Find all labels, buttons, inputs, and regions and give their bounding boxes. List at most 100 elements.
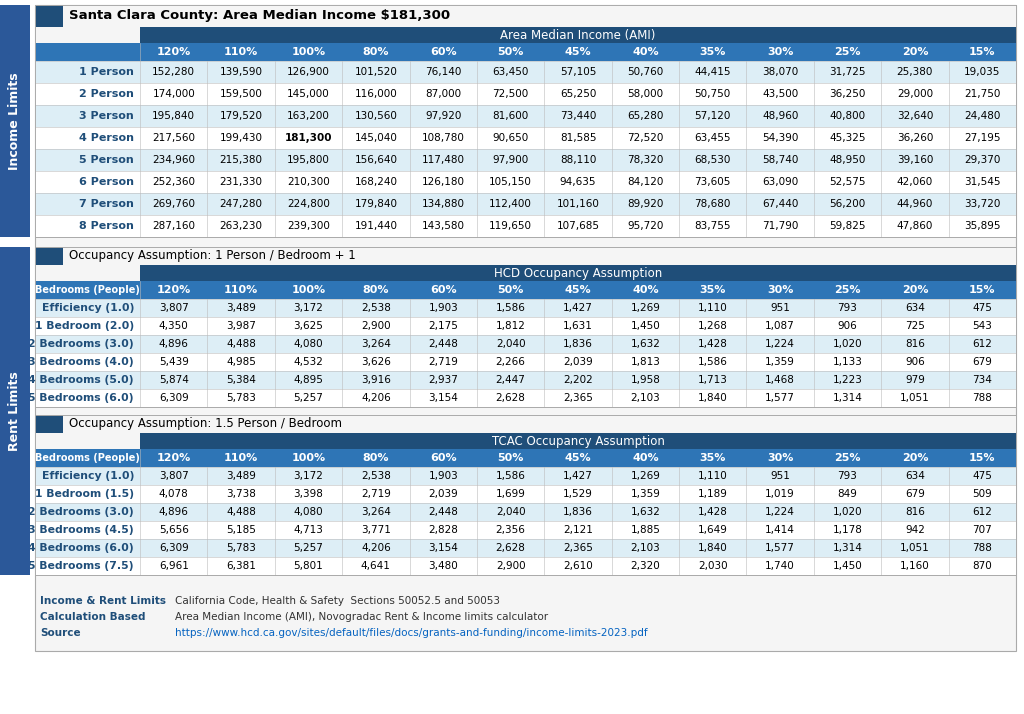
Text: 1,586: 1,586 <box>496 303 525 313</box>
Text: 1,268: 1,268 <box>697 321 728 331</box>
Text: 47,860: 47,860 <box>897 221 933 231</box>
Text: 2,900: 2,900 <box>496 561 525 571</box>
Text: 50,760: 50,760 <box>628 67 664 77</box>
Text: 509: 509 <box>973 489 992 499</box>
Bar <box>35 105 1016 127</box>
Text: 60%: 60% <box>430 47 457 57</box>
Text: 906: 906 <box>838 321 857 331</box>
Bar <box>545 449 611 467</box>
Text: 5,257: 5,257 <box>294 543 324 553</box>
Text: 152,280: 152,280 <box>153 67 196 77</box>
Text: 1,087: 1,087 <box>765 321 795 331</box>
Text: 35%: 35% <box>699 285 726 295</box>
Text: 38,070: 38,070 <box>762 67 799 77</box>
Text: 707: 707 <box>973 525 992 535</box>
Bar <box>35 299 1016 317</box>
Text: 1,836: 1,836 <box>563 507 593 517</box>
Text: 1,586: 1,586 <box>697 357 728 367</box>
Text: 263,230: 263,230 <box>219 221 262 231</box>
Bar <box>679 449 746 467</box>
Text: 5,783: 5,783 <box>226 543 256 553</box>
Text: 36,260: 36,260 <box>897 133 933 143</box>
Text: 1,836: 1,836 <box>563 339 593 349</box>
Text: 35%: 35% <box>699 47 726 57</box>
Bar <box>35 281 140 299</box>
Text: 110%: 110% <box>224 285 258 295</box>
Bar <box>882 281 948 299</box>
Text: 1,632: 1,632 <box>631 339 660 349</box>
Text: 58,000: 58,000 <box>628 89 664 99</box>
Text: Bedrooms (People): Bedrooms (People) <box>35 453 140 463</box>
Text: 30%: 30% <box>767 453 794 463</box>
Text: 40%: 40% <box>632 285 658 295</box>
Text: 1 Person: 1 Person <box>79 67 134 77</box>
Text: 3,738: 3,738 <box>226 489 256 499</box>
Bar <box>35 247 63 265</box>
Text: 50%: 50% <box>498 47 524 57</box>
Text: 100%: 100% <box>292 285 326 295</box>
Bar <box>208 43 274 61</box>
Text: 951: 951 <box>770 471 791 481</box>
Bar <box>35 353 1016 371</box>
Text: 81,585: 81,585 <box>560 133 596 143</box>
Text: 81,600: 81,600 <box>493 111 528 121</box>
Text: Efficiency (1.0): Efficiency (1.0) <box>42 471 134 481</box>
Text: 269,760: 269,760 <box>153 199 196 209</box>
Text: 2,365: 2,365 <box>563 543 593 553</box>
Text: 168,240: 168,240 <box>354 177 397 187</box>
Text: 1,428: 1,428 <box>697 339 728 349</box>
Text: 5,257: 5,257 <box>294 393 324 403</box>
Text: 5,384: 5,384 <box>226 375 256 385</box>
Text: 1,427: 1,427 <box>563 471 593 481</box>
Text: 25%: 25% <box>835 285 861 295</box>
Text: 108,780: 108,780 <box>422 133 465 143</box>
Text: 145,040: 145,040 <box>354 133 397 143</box>
Text: 45%: 45% <box>564 47 591 57</box>
Text: 4,080: 4,080 <box>294 339 324 349</box>
Text: 73,605: 73,605 <box>694 177 731 187</box>
Text: 1,840: 1,840 <box>698 543 728 553</box>
Text: 80%: 80% <box>362 47 389 57</box>
Text: 1,314: 1,314 <box>833 543 862 553</box>
Text: 788: 788 <box>973 393 992 403</box>
Text: 1,649: 1,649 <box>697 525 728 535</box>
Text: 215,380: 215,380 <box>219 155 262 165</box>
Text: 793: 793 <box>838 303 857 313</box>
Bar <box>35 171 1016 193</box>
Bar <box>35 83 1016 105</box>
Text: 217,560: 217,560 <box>153 133 196 143</box>
Text: Area Median Income (AMI), Novogradac Rent & Income limits calculator: Area Median Income (AMI), Novogradac Ren… <box>175 612 548 622</box>
Text: 725: 725 <box>905 321 925 331</box>
Text: 4,985: 4,985 <box>226 357 256 367</box>
Text: 3,264: 3,264 <box>360 507 391 517</box>
Text: 1,840: 1,840 <box>698 393 728 403</box>
Text: 816: 816 <box>905 507 925 517</box>
Text: 101,520: 101,520 <box>354 67 397 77</box>
Bar <box>35 265 140 281</box>
Text: 231,330: 231,330 <box>219 177 262 187</box>
Bar <box>35 539 1016 557</box>
Text: 1,160: 1,160 <box>900 561 930 571</box>
Text: 126,900: 126,900 <box>287 67 330 77</box>
Text: 40%: 40% <box>632 47 658 57</box>
Bar <box>410 281 477 299</box>
Bar <box>814 449 882 467</box>
Text: 3,489: 3,489 <box>226 471 256 481</box>
Bar <box>35 5 63 27</box>
Text: 29,370: 29,370 <box>965 155 1000 165</box>
Text: 1,713: 1,713 <box>697 375 728 385</box>
Text: 3,916: 3,916 <box>360 375 391 385</box>
Text: 63,450: 63,450 <box>493 67 528 77</box>
Text: 543: 543 <box>973 321 992 331</box>
Text: 63,455: 63,455 <box>694 133 731 143</box>
Bar <box>140 265 1016 281</box>
Bar <box>746 281 814 299</box>
Text: 65,250: 65,250 <box>560 89 596 99</box>
Text: 35,895: 35,895 <box>964 221 1000 231</box>
Text: 126,180: 126,180 <box>422 177 465 187</box>
Text: 134,880: 134,880 <box>422 199 465 209</box>
Text: 40%: 40% <box>632 453 658 463</box>
Text: 6,309: 6,309 <box>159 393 188 403</box>
Text: 3,264: 3,264 <box>360 339 391 349</box>
Text: 1,586: 1,586 <box>496 471 525 481</box>
